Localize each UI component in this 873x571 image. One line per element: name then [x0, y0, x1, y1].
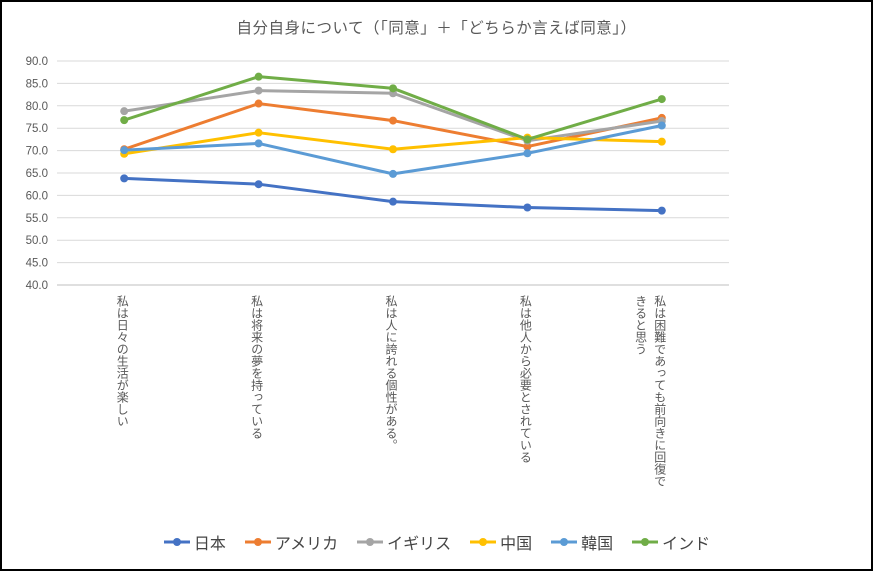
y-axis-tick-label: 60.0	[26, 190, 48, 202]
legend-marker-icon	[244, 538, 271, 546]
legend-label: 日本	[193, 536, 226, 553]
y-axis-tick-label: 55.0	[26, 213, 48, 225]
data-point-中国-4	[657, 137, 666, 146]
data-point-中国-2	[389, 145, 397, 154]
y-axis-tick-label: 85.0	[26, 78, 48, 90]
x-axis-category-label: 私は日々の生活が楽しい	[115, 295, 130, 427]
legend-label: 中国	[500, 536, 533, 553]
data-point-日本-3	[523, 203, 532, 212]
y-axis-tick-label: 45.0	[26, 258, 48, 270]
data-point-インド-2	[389, 84, 397, 93]
data-point-日本-2	[389, 197, 397, 206]
data-point-韓国-0	[120, 146, 129, 155]
legend-marker-icon	[551, 538, 578, 546]
x-axis-category-label: 私は人に誇れる個性がある。	[384, 295, 398, 451]
legend-label: イギリス	[387, 536, 452, 553]
data-point-イギリス-0	[120, 107, 129, 116]
data-point-インド-1	[254, 72, 263, 81]
chart-title: 自分自身について（「同意」＋「どちらか言えば同意」）	[236, 20, 637, 37]
legend-marker-icon	[632, 538, 659, 546]
legend-marker-icon	[357, 538, 384, 546]
y-axis-tick-label: 40.0	[26, 280, 48, 292]
legend-marker-icon	[470, 538, 497, 546]
data-point-アメリカ-2	[389, 116, 397, 125]
data-point-日本-0	[120, 174, 129, 183]
legend-item-アメリカ: アメリカ	[244, 530, 338, 554]
y-axis-tick-label: 90.0	[26, 56, 48, 68]
y-axis-tick-label: 80.0	[26, 101, 48, 113]
data-point-アメリカ-1	[254, 99, 263, 108]
data-point-中国-1	[254, 128, 263, 137]
chart-legend: 日本 アメリカ イギリス 中国 韓国 インド	[2, 528, 871, 556]
data-point-アメリカ-3	[523, 142, 532, 151]
legend-item-日本: 日本	[163, 530, 226, 554]
legend-item-イギリス: イギリス	[356, 530, 451, 554]
data-point-韓国-2	[389, 169, 397, 178]
y-axis-tick-label: 50.0	[26, 235, 48, 247]
data-point-日本-4	[657, 206, 666, 215]
data-point-インド-0	[120, 116, 129, 125]
legend-label: 韓国	[581, 536, 614, 553]
legend-marker-icon	[163, 538, 190, 546]
series-line-日本	[122, 176, 664, 213]
legend-item-インド: インド	[631, 530, 710, 554]
data-point-インド-3	[523, 135, 532, 144]
y-axis-tick-label: 70.0	[26, 146, 48, 158]
data-point-インド-4	[657, 95, 666, 104]
data-point-イギリス-1	[254, 86, 263, 95]
legend-item-韓国: 韓国	[550, 530, 613, 554]
x-axis-category-label: 私は困難であっても前向きに回復できると思う	[633, 295, 667, 487]
data-point-日本-1	[254, 180, 263, 189]
legend-label: アメリカ	[274, 536, 339, 553]
y-axis-tick-label: 75.0	[26, 123, 48, 135]
data-point-韓国-4	[657, 121, 666, 130]
legend-label: インド	[662, 536, 711, 553]
x-axis-category-label: 私は他人から必要とされている	[518, 295, 533, 463]
series-line-イギリス	[122, 89, 664, 143]
data-point-韓国-3	[523, 149, 532, 158]
y-axis-tick-label: 65.0	[26, 168, 48, 180]
legend-item-中国: 中国	[469, 530, 532, 554]
x-axis-category-label: 私は将来の夢を持っている	[249, 295, 264, 439]
data-point-韓国-1	[254, 139, 263, 148]
